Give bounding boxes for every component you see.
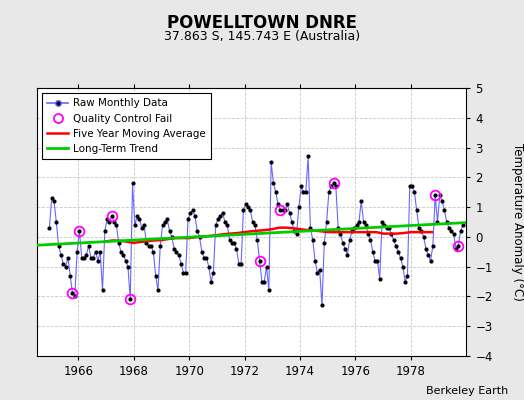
Text: Berkeley Earth: Berkeley Earth <box>426 386 508 396</box>
Text: POWELLTOWN DNRE: POWELLTOWN DNRE <box>167 14 357 32</box>
Legend: Raw Monthly Data, Quality Control Fail, Five Year Moving Average, Long-Term Tren: Raw Monthly Data, Quality Control Fail, … <box>42 93 211 159</box>
Text: 37.863 S, 145.743 E (Australia): 37.863 S, 145.743 E (Australia) <box>164 30 360 43</box>
Y-axis label: Temperature Anomaly (°C): Temperature Anomaly (°C) <box>511 143 524 301</box>
